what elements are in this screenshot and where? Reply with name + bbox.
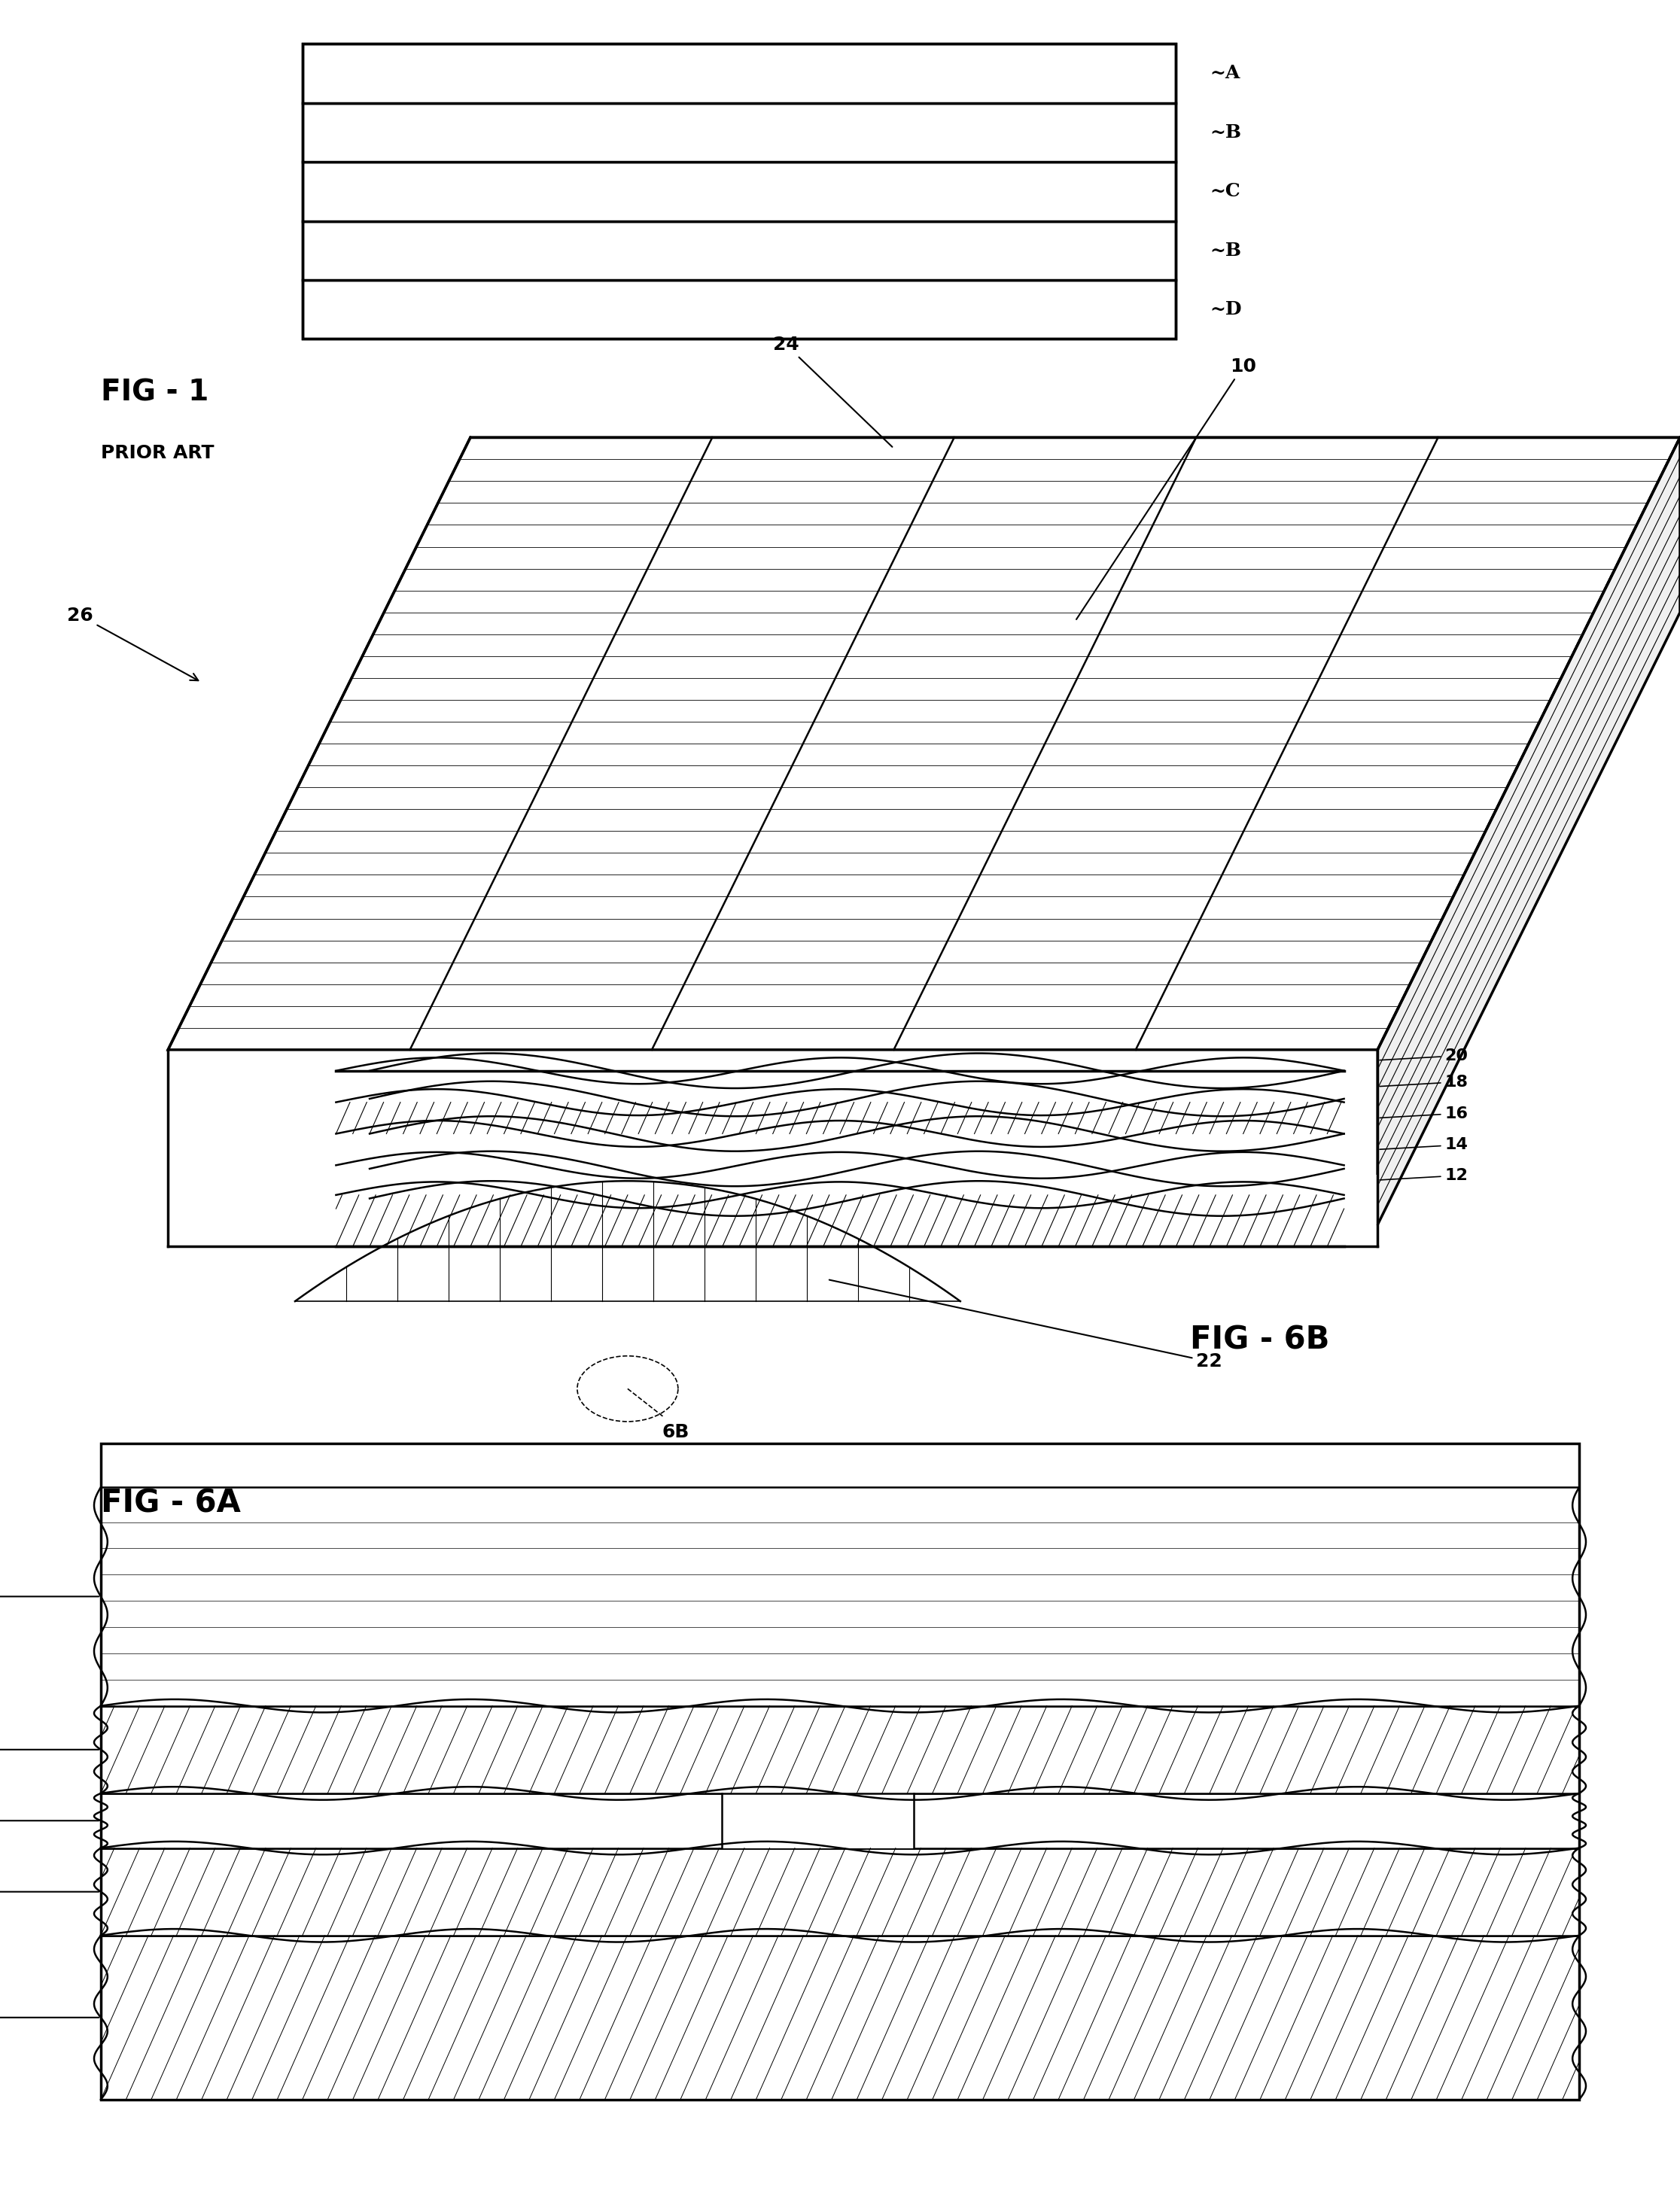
Bar [101, 1487, 1579, 1706]
Text: 22: 22 [830, 1279, 1223, 1371]
Bar [302, 162, 1176, 221]
Bar [101, 1443, 1579, 2100]
Bar [302, 103, 1176, 162]
Bar [302, 221, 1176, 280]
Bar [101, 1793, 1579, 1848]
Text: ~C: ~C [1210, 182, 1240, 201]
Text: 16: 16 [1379, 1107, 1468, 1122]
Text: 6B: 6B [662, 1424, 690, 1441]
Bar [302, 44, 1176, 103]
Text: 18: 18 [0, 1741, 99, 1758]
Text: FIG - 6A: FIG - 6A [101, 1487, 240, 1518]
Text: ~B: ~B [1210, 122, 1242, 142]
Text: ~B: ~B [1210, 241, 1242, 260]
Text: FIG - 6B: FIG - 6B [1189, 1325, 1331, 1356]
Text: 18: 18 [1379, 1074, 1468, 1089]
Text: 24: 24 [773, 335, 892, 446]
Text: 26: 26 [67, 606, 198, 680]
Text: FIG - 1: FIG - 1 [101, 378, 208, 407]
Text: 14: 14 [0, 1883, 99, 1901]
Text: 12: 12 [1379, 1168, 1468, 1183]
Bar [101, 1935, 1579, 2100]
Bar [722, 1793, 914, 1848]
Text: 20: 20 [0, 1588, 99, 1605]
Text: 14: 14 [1379, 1137, 1468, 1153]
Polygon shape [1378, 437, 1680, 1225]
Bar [302, 280, 1176, 339]
Text: 10: 10 [1077, 356, 1257, 619]
Bar [302, 44, 1176, 339]
Bar [168, 1174, 1378, 1225]
Text: ~A: ~A [1210, 63, 1240, 83]
Text: PRIOR ART: PRIOR ART [101, 444, 213, 461]
Bar [101, 1848, 1579, 1935]
Bar [101, 1706, 1579, 1793]
Text: 12: 12 [0, 2008, 99, 2027]
Text: ~D: ~D [1210, 300, 1242, 319]
Polygon shape [168, 437, 1680, 1050]
Text: 20: 20 [1379, 1048, 1468, 1063]
Text: 16: 16 [0, 1811, 99, 1831]
